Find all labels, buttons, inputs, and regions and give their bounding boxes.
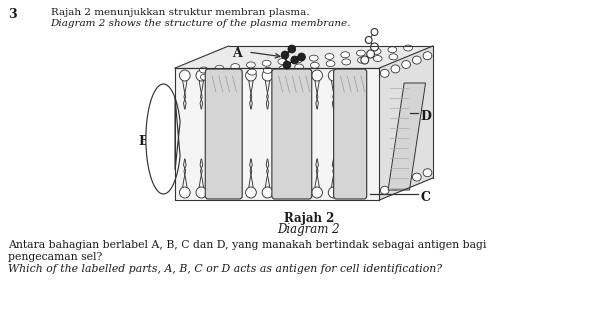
Text: C: C — [420, 191, 430, 204]
Ellipse shape — [201, 74, 209, 80]
Circle shape — [361, 56, 368, 64]
Ellipse shape — [216, 73, 225, 79]
Text: D: D — [420, 110, 431, 123]
Ellipse shape — [199, 67, 208, 73]
Ellipse shape — [278, 59, 287, 64]
Ellipse shape — [232, 71, 240, 77]
FancyBboxPatch shape — [333, 69, 367, 199]
Ellipse shape — [423, 52, 432, 60]
Ellipse shape — [246, 70, 256, 81]
Ellipse shape — [345, 70, 356, 81]
Ellipse shape — [423, 169, 432, 177]
Text: A: A — [233, 47, 242, 60]
Ellipse shape — [295, 64, 303, 70]
Ellipse shape — [196, 187, 207, 198]
Ellipse shape — [413, 173, 421, 181]
Text: 3: 3 — [8, 8, 16, 21]
Ellipse shape — [179, 187, 190, 198]
Ellipse shape — [356, 50, 365, 56]
Circle shape — [371, 28, 378, 35]
Ellipse shape — [402, 60, 411, 69]
Ellipse shape — [342, 59, 351, 65]
Text: Diagram 2 shows the structure of the plasma membrane.: Diagram 2 shows the structure of the pla… — [51, 19, 351, 28]
Ellipse shape — [179, 70, 190, 81]
Ellipse shape — [248, 69, 256, 75]
Ellipse shape — [402, 177, 411, 186]
Ellipse shape — [262, 60, 271, 66]
Ellipse shape — [215, 65, 224, 71]
Text: B: B — [138, 135, 149, 148]
Text: pengecaman sel?: pengecaman sel? — [8, 252, 102, 262]
Text: Diagram 2: Diagram 2 — [277, 223, 340, 236]
Ellipse shape — [229, 187, 240, 198]
Ellipse shape — [329, 70, 339, 81]
Polygon shape — [388, 83, 426, 190]
Text: Rajah 2 menunjukkan struktur membran plasma.: Rajah 2 menunjukkan struktur membran pla… — [51, 8, 309, 17]
Text: Which of the labelled parts, A, B, C or D acts as antigen for cell identificatio: Which of the labelled parts, A, B, C or … — [8, 264, 442, 274]
Circle shape — [291, 56, 298, 64]
Polygon shape — [175, 68, 379, 200]
Ellipse shape — [279, 66, 288, 72]
Ellipse shape — [295, 187, 306, 198]
Ellipse shape — [295, 70, 306, 81]
Ellipse shape — [341, 52, 350, 58]
Ellipse shape — [391, 182, 400, 190]
Ellipse shape — [391, 65, 400, 73]
Ellipse shape — [373, 55, 382, 62]
Ellipse shape — [262, 187, 273, 198]
Ellipse shape — [312, 187, 323, 198]
Ellipse shape — [381, 186, 389, 194]
Ellipse shape — [381, 69, 389, 77]
Ellipse shape — [329, 187, 339, 198]
Circle shape — [298, 53, 306, 61]
Circle shape — [283, 61, 291, 69]
Polygon shape — [175, 46, 433, 68]
Ellipse shape — [326, 61, 335, 67]
Ellipse shape — [310, 62, 319, 68]
Polygon shape — [146, 84, 180, 194]
Ellipse shape — [389, 54, 398, 60]
Ellipse shape — [278, 187, 289, 198]
Ellipse shape — [372, 49, 381, 54]
Ellipse shape — [309, 55, 318, 61]
Ellipse shape — [388, 47, 397, 53]
Text: Rajah 2: Rajah 2 — [284, 212, 334, 225]
FancyBboxPatch shape — [205, 69, 242, 199]
Ellipse shape — [325, 54, 334, 59]
Ellipse shape — [213, 187, 223, 198]
Ellipse shape — [263, 67, 272, 73]
Ellipse shape — [358, 57, 367, 63]
Ellipse shape — [278, 70, 289, 81]
FancyBboxPatch shape — [272, 69, 312, 199]
Circle shape — [288, 45, 296, 53]
Ellipse shape — [262, 70, 273, 81]
Ellipse shape — [213, 70, 223, 81]
Ellipse shape — [403, 45, 413, 51]
Ellipse shape — [294, 57, 303, 63]
Text: Antara bahagian berlabel A, B, C dan D, yang manakah bertindak sebagai antigen b: Antara bahagian berlabel A, B, C dan D, … — [8, 240, 486, 250]
Circle shape — [367, 50, 374, 58]
Circle shape — [281, 51, 289, 59]
Ellipse shape — [246, 62, 255, 68]
Ellipse shape — [231, 64, 240, 69]
Ellipse shape — [246, 187, 256, 198]
Ellipse shape — [312, 70, 323, 81]
Ellipse shape — [413, 56, 421, 64]
Circle shape — [365, 37, 372, 44]
Ellipse shape — [196, 70, 207, 81]
Circle shape — [371, 43, 378, 51]
Ellipse shape — [345, 187, 356, 198]
Ellipse shape — [229, 70, 240, 81]
Polygon shape — [379, 46, 433, 200]
